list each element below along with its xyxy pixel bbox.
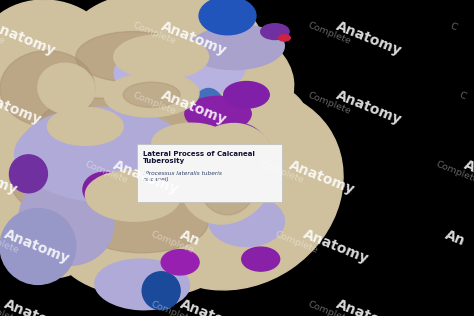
Ellipse shape (152, 123, 228, 161)
Ellipse shape (209, 196, 284, 246)
Ellipse shape (199, 152, 256, 215)
Text: Lateral Process of Calcaneal
Tuberosity: Lateral Process of Calcaneal Tuberosity (143, 151, 255, 164)
Text: Anatomy: Anatomy (301, 227, 371, 266)
Text: Complete: Complete (306, 21, 352, 46)
Text: Anat: Anat (462, 158, 474, 185)
Ellipse shape (180, 120, 275, 209)
Ellipse shape (161, 250, 199, 275)
Ellipse shape (38, 63, 95, 114)
Ellipse shape (131, 89, 343, 290)
Text: An: An (177, 227, 202, 248)
Ellipse shape (0, 0, 118, 126)
Ellipse shape (9, 155, 47, 193)
Text: An: An (443, 227, 467, 248)
Ellipse shape (47, 107, 123, 145)
Text: Complete: Complete (131, 91, 177, 116)
Text: Anatomy: Anatomy (0, 19, 58, 58)
Ellipse shape (19, 177, 114, 265)
Ellipse shape (76, 190, 209, 253)
Text: Complete: Complete (434, 160, 474, 185)
Ellipse shape (83, 172, 126, 207)
Text: (Processus lateralis tuberis
calcanei): (Processus lateralis tuberis calcanei) (143, 171, 222, 182)
Ellipse shape (0, 51, 95, 126)
Text: Anatomy: Anatomy (177, 297, 247, 316)
Text: Complete: Complete (131, 21, 177, 46)
Text: Anatomy: Anatomy (111, 158, 181, 197)
Ellipse shape (190, 25, 284, 70)
Ellipse shape (15, 113, 194, 203)
Ellipse shape (278, 35, 290, 41)
FancyBboxPatch shape (201, 100, 213, 160)
Ellipse shape (156, 44, 270, 95)
Ellipse shape (38, 98, 152, 155)
Text: Complete: Complete (150, 299, 196, 316)
Text: Anatomy: Anatomy (158, 19, 228, 58)
Text: Anatomy: Anatomy (0, 158, 20, 197)
Ellipse shape (0, 107, 123, 209)
Ellipse shape (95, 259, 190, 310)
Ellipse shape (224, 82, 269, 108)
Text: Anatomy: Anatomy (2, 297, 72, 316)
FancyBboxPatch shape (137, 144, 282, 202)
Ellipse shape (48, 72, 312, 212)
Ellipse shape (180, 124, 275, 224)
Text: C: C (458, 91, 468, 101)
Ellipse shape (0, 164, 105, 278)
Ellipse shape (104, 73, 199, 117)
Text: Anatomy: Anatomy (0, 88, 44, 127)
Ellipse shape (9, 139, 104, 215)
Ellipse shape (190, 88, 228, 152)
Ellipse shape (242, 247, 280, 271)
Ellipse shape (71, 0, 261, 85)
Text: Anatomy: Anatomy (334, 297, 404, 316)
Ellipse shape (0, 209, 76, 284)
Ellipse shape (211, 123, 263, 161)
Text: Anatomy: Anatomy (158, 88, 228, 127)
Ellipse shape (114, 35, 209, 79)
Ellipse shape (199, 0, 256, 35)
Ellipse shape (261, 24, 289, 40)
Ellipse shape (190, 180, 228, 212)
Ellipse shape (0, 85, 180, 199)
Ellipse shape (161, 139, 237, 177)
Text: Complete: Complete (273, 230, 319, 255)
Ellipse shape (185, 96, 251, 131)
Text: Complete: Complete (306, 91, 352, 116)
Ellipse shape (123, 82, 180, 107)
Text: Complete: Complete (0, 299, 20, 316)
Ellipse shape (142, 272, 180, 310)
Text: Anatomy: Anatomy (286, 158, 356, 197)
Ellipse shape (133, 95, 228, 145)
Text: Anatomy: Anatomy (334, 88, 404, 127)
Ellipse shape (114, 38, 246, 101)
Text: Complete: Complete (83, 160, 129, 185)
Ellipse shape (19, 107, 190, 196)
Text: Anatomy: Anatomy (2, 227, 72, 266)
Text: Complete: Complete (0, 230, 20, 255)
Text: Complete: Complete (0, 21, 6, 46)
Text: Anatomy: Anatomy (334, 19, 404, 58)
Ellipse shape (85, 171, 180, 221)
Ellipse shape (0, 6, 294, 171)
Ellipse shape (213, 82, 308, 158)
Ellipse shape (57, 208, 227, 297)
Text: Complete: Complete (306, 299, 352, 316)
Text: C: C (448, 21, 458, 32)
Text: Complete: Complete (259, 160, 305, 185)
Ellipse shape (211, 128, 263, 156)
Text: Complete: Complete (150, 230, 196, 255)
Ellipse shape (76, 32, 190, 82)
